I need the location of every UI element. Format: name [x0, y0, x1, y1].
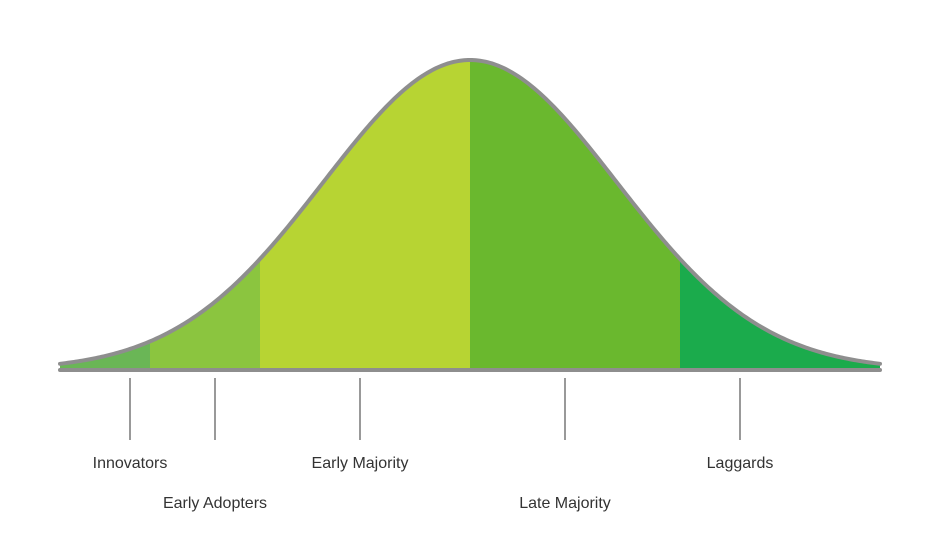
segment-laggards — [680, 259, 880, 370]
label-laggards: Laggards — [707, 455, 774, 473]
segment-late-majority — [470, 60, 680, 370]
label-late-majority: Late Majority — [519, 495, 611, 513]
adoption-curve-diagram: Innovators Early Adopters Early Majority La… — [0, 0, 933, 542]
label-early-adopters: Early Adopters — [163, 495, 267, 513]
label-innovators: Innovators — [93, 455, 168, 473]
label-early-majority: Early Majority — [312, 455, 409, 473]
segment-early-majority — [260, 60, 470, 370]
